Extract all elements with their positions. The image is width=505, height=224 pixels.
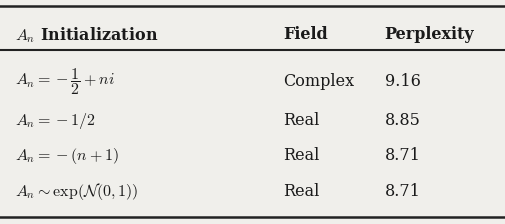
Text: 9.16: 9.16 <box>384 73 420 90</box>
Text: 8.71: 8.71 <box>384 183 420 200</box>
Text: $\boldsymbol{A_n} {\sim} \exp(\mathcal{N}(0,1))$: $\boldsymbol{A_n} {\sim} \exp(\mathcal{N… <box>15 181 138 202</box>
Text: Real: Real <box>283 183 319 200</box>
Text: Real: Real <box>283 147 319 164</box>
Text: 8.71: 8.71 <box>384 147 420 164</box>
Text: Real: Real <box>283 112 319 129</box>
Text: $\boldsymbol{A_n} = -1/2$: $\boldsymbol{A_n} = -1/2$ <box>15 111 96 131</box>
Text: Complex: Complex <box>283 73 354 90</box>
Text: 8.85: 8.85 <box>384 112 420 129</box>
Text: Field: Field <box>283 26 327 43</box>
Text: $\boldsymbol{A_n} = -(n+1)$: $\boldsymbol{A_n} = -(n+1)$ <box>15 146 119 166</box>
Text: $\boldsymbol{A_n} = -\dfrac{1}{2} + ni$: $\boldsymbol{A_n} = -\dfrac{1}{2} + ni$ <box>15 66 115 97</box>
Text: Perplexity: Perplexity <box>384 26 473 43</box>
Text: $\boldsymbol{A_n}$ Initialization: $\boldsymbol{A_n}$ Initialization <box>15 25 158 45</box>
